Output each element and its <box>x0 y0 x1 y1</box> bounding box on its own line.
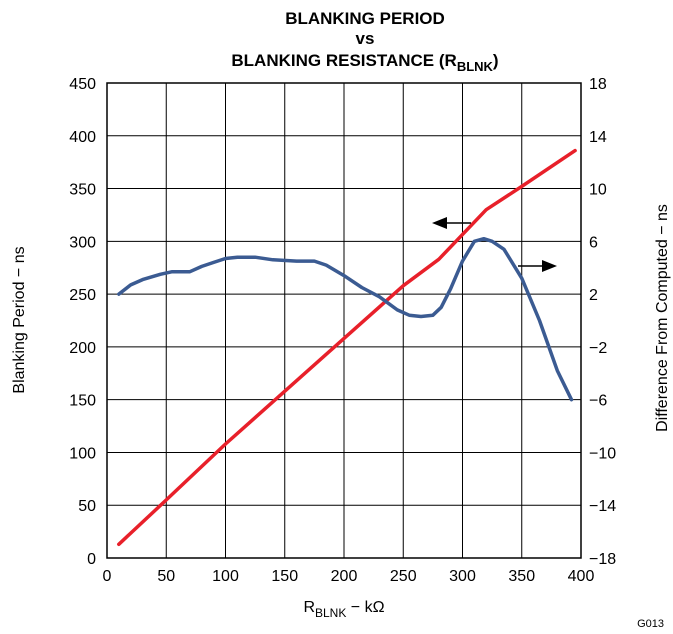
y-left-tick-label: 350 <box>69 182 96 199</box>
left-arrow-annotation <box>432 217 471 229</box>
chart-title: BLANKING PERIOD vs BLANKING RESISTANCE (… <box>231 9 498 74</box>
x-tick-label: 300 <box>449 568 476 585</box>
y-right-tick-label: −14 <box>589 498 616 515</box>
x-tick-label: 250 <box>390 568 417 585</box>
x-axis-label-unit: − kΩ <box>346 599 384 616</box>
x-tick-labels: 0 50 100 150 200 250 300 350 400 <box>103 568 595 585</box>
y-right-tick-label: 10 <box>589 182 607 199</box>
series-line-right-axis <box>117 236 574 402</box>
y-left-tick-label: 100 <box>69 445 96 462</box>
y-right-tick-label: −2 <box>589 340 607 357</box>
right-arrow-head <box>542 260 557 272</box>
title-line-2: vs <box>356 29 375 48</box>
y-left-tick-label: 300 <box>69 234 96 251</box>
x-tick-label: 50 <box>157 568 175 585</box>
y-left-tick-labels: 0 50 100 150 200 250 300 350 400 450 <box>69 76 96 568</box>
figure-id: G013 <box>637 618 664 630</box>
y-left-tick-label: 0 <box>87 551 96 568</box>
x-tick-label: 400 <box>568 568 595 585</box>
right-arrow-annotation <box>518 260 557 272</box>
y-left-tick-label: 450 <box>69 76 96 93</box>
x-tick-label: 200 <box>331 568 358 585</box>
y-left-tick-label: 50 <box>78 498 96 515</box>
y-right-tick-labels: −18 −14 −10 −6 −2 2 6 10 14 18 <box>589 76 616 568</box>
series-line-left-axis <box>117 148 577 547</box>
y-right-tick-label: 6 <box>589 234 598 251</box>
x-tick-label: 150 <box>271 568 298 585</box>
title-line-1: BLANKING PERIOD <box>285 9 445 28</box>
x-tick-label: 100 <box>212 568 239 585</box>
y-right-tick-label: 14 <box>589 129 607 146</box>
y-left-tick-label: 150 <box>69 393 96 410</box>
y-left-tick-label: 400 <box>69 129 96 146</box>
title-line-3: BLANKING RESISTANCE (RBLNK) <box>231 51 498 74</box>
x-tick-label: 0 <box>103 568 112 585</box>
y-right-tick-label: −10 <box>589 445 616 462</box>
y-axis-left-label: Blanking Period − ns <box>11 246 28 393</box>
y-left-tick-label: 250 <box>69 287 96 304</box>
title-line-3-subscript: BLNK <box>457 59 494 74</box>
title-line-3-main: BLANKING RESISTANCE (R <box>231 51 456 70</box>
grid <box>107 83 581 558</box>
y-left-tick-label: 200 <box>69 340 96 357</box>
y-right-tick-label: 18 <box>589 76 607 93</box>
series-layer <box>117 148 577 547</box>
plot-frame <box>106 82 582 559</box>
y-right-tick-label: 2 <box>589 287 598 304</box>
y-axis-right-label: Difference From Computed − ns <box>654 204 671 432</box>
y-right-tick-label: −6 <box>589 393 607 410</box>
x-axis-label-subscript: BLNK <box>315 606 346 620</box>
left-arrow-head <box>432 217 447 229</box>
title-line-3-tail: ) <box>493 51 499 70</box>
x-axis-label: RBLNK − kΩ <box>303 599 384 620</box>
x-tick-label: 350 <box>508 568 535 585</box>
x-axis-label-main: R <box>303 599 315 616</box>
y-right-tick-label: −18 <box>589 551 616 568</box>
